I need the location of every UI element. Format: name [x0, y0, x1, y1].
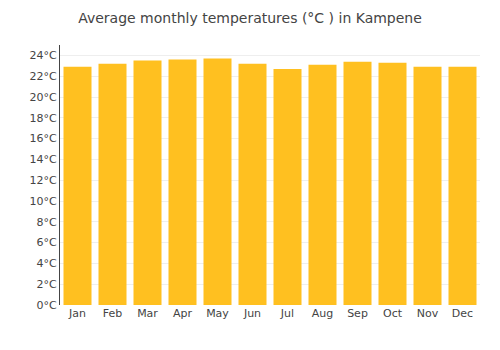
svg-text:22°C: 22°C [30, 70, 57, 83]
svg-text:Apr: Apr [173, 307, 193, 320]
svg-text:Sep: Sep [347, 307, 368, 320]
svg-text:Average monthly temperatures (: Average monthly temperatures (°C ) in Ka… [78, 10, 422, 26]
svg-text:18°C: 18°C [30, 112, 57, 125]
svg-text:2°C: 2°C [37, 278, 57, 291]
svg-text:20°C: 20°C [30, 91, 57, 104]
svg-text:6°C: 6°C [37, 236, 57, 249]
svg-text:8°C: 8°C [37, 216, 57, 229]
svg-text:24°C: 24°C [30, 49, 57, 62]
svg-text:Jun: Jun [243, 307, 261, 320]
svg-text:16°C: 16°C [30, 132, 57, 145]
svg-text:Jan: Jan [68, 307, 86, 320]
svg-text:12°C: 12°C [30, 174, 57, 187]
svg-text:Feb: Feb [103, 307, 122, 320]
svg-text:14°C: 14°C [30, 153, 57, 166]
svg-text:4°C: 4°C [37, 257, 57, 270]
svg-text:May: May [206, 307, 229, 320]
svg-text:Jul: Jul [280, 307, 294, 320]
svg-text:0°C: 0°C [37, 299, 57, 312]
svg-text:Dec: Dec [452, 307, 473, 320]
svg-text:Nov: Nov [417, 307, 439, 320]
svg-text:Aug: Aug [312, 307, 333, 320]
svg-text:Oct: Oct [383, 307, 403, 320]
svg-text:Mar: Mar [137, 307, 158, 320]
svg-text:10°C: 10°C [30, 195, 57, 208]
